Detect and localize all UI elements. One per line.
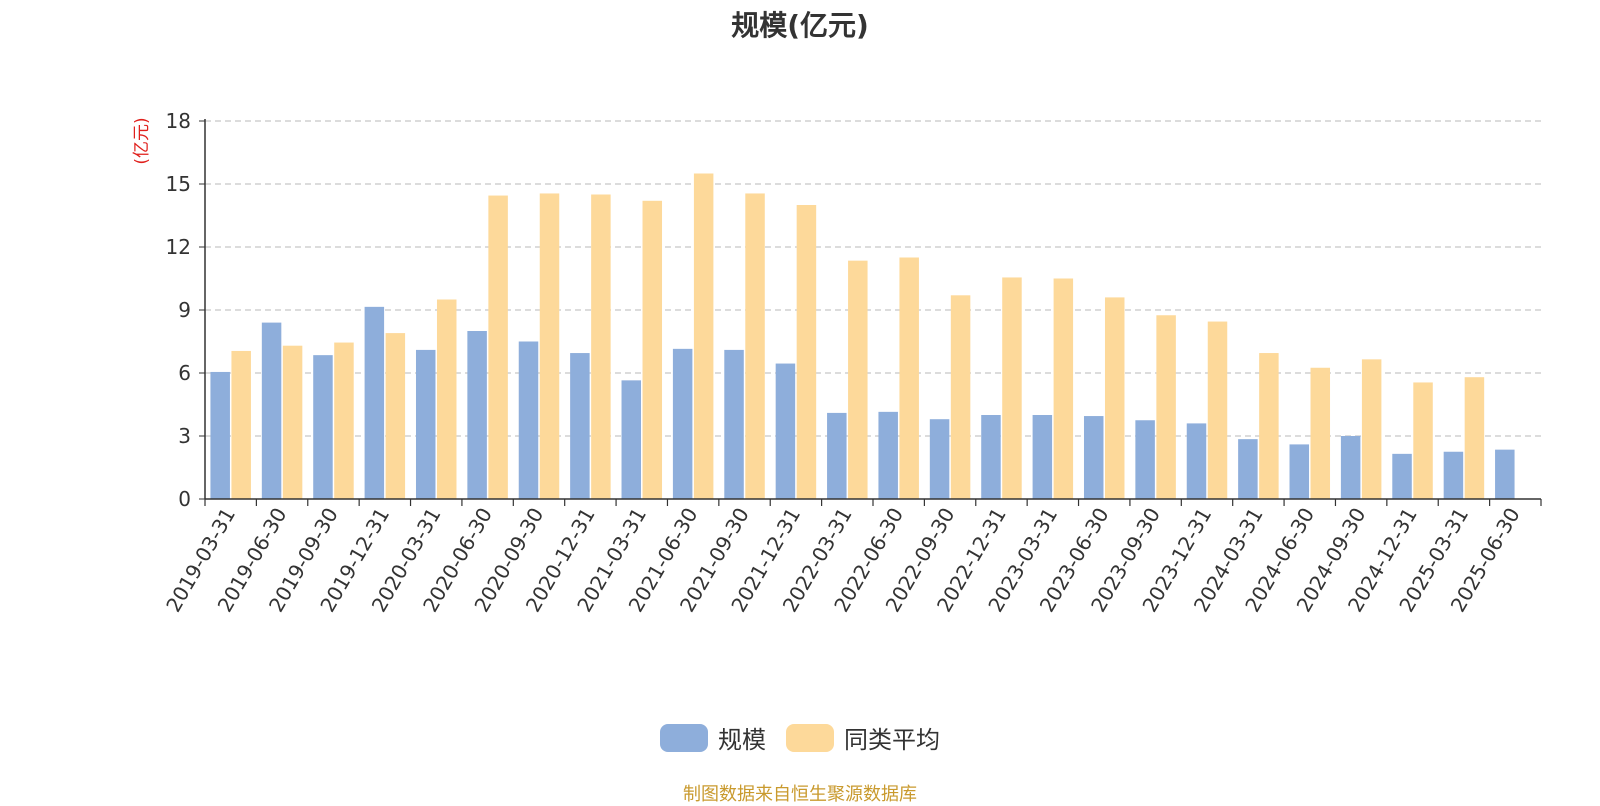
bar-scale[interactable] [1238,439,1258,499]
bar-peer-average[interactable] [1104,297,1125,499]
bars [210,173,1515,500]
y-tick-label: 9 [178,298,191,322]
bar-peer-average[interactable] [1413,382,1433,499]
bar-scale[interactable] [570,353,590,499]
bar-scale[interactable] [1186,423,1207,499]
bar-peer-average[interactable] [385,333,406,499]
bar-scale[interactable] [775,363,796,499]
source-note: 制图数据来自恒生聚源数据库 [683,784,917,805]
bar-peer-average[interactable] [642,200,663,500]
bar-scale[interactable] [210,371,230,499]
legend-swatch-scale [660,723,708,752]
bar-scale[interactable] [929,419,950,499]
bar-peer-average[interactable] [334,342,354,499]
bar-scale[interactable] [827,412,847,499]
bar-scale[interactable] [467,331,487,499]
legend-label-scale: 规模 [718,726,766,754]
bar-peer-average[interactable] [796,205,817,499]
legend-swatch-peer-average [786,723,834,752]
bar-peer-average[interactable] [282,345,303,499]
legend-item-scale[interactable]: 规模 [660,720,766,755]
bar-peer-average[interactable] [1207,321,1228,499]
bar-scale[interactable] [621,380,642,499]
bar-peer-average[interactable] [950,295,971,499]
bar-peer-average[interactable] [436,299,457,500]
bar-peer-average[interactable] [1053,278,1074,500]
bar-peer-average[interactable] [1259,353,1279,499]
y-tick-label: 15 [166,172,191,196]
bar-peer-average[interactable] [591,194,611,500]
bar-peer-average[interactable] [539,193,560,499]
y-tick-label: 3 [178,424,191,448]
bar-scale[interactable] [415,349,436,499]
bar-peer-average[interactable] [693,173,714,500]
bar-peer-average[interactable] [899,257,919,500]
bar-scale[interactable] [1289,444,1310,499]
legend: 规模 同类平均 [0,720,1600,755]
bar-scale[interactable] [1032,415,1053,499]
legend-label-peer-average: 同类平均 [844,726,940,754]
y-tick-label: 6 [178,361,191,385]
y-axis-unit-label: (亿元) [132,117,152,164]
bar-scale[interactable] [1340,436,1361,499]
bar-scale[interactable] [1392,453,1412,499]
bar-scale[interactable] [1495,449,1515,499]
bar-scale[interactable] [981,415,1001,499]
bar-peer-average[interactable] [488,195,508,500]
bar-scale[interactable] [1135,420,1155,499]
bar-peer-average[interactable] [848,260,868,499]
y-tick-label: 18 [166,109,191,133]
y-tick-labels: 0 3 6 9 12 15 18 [166,109,191,511]
bar-peer-average[interactable] [231,350,251,499]
bar-peer-average[interactable] [1156,315,1176,499]
bar-scale[interactable] [724,349,744,499]
bar-peer-average[interactable] [1310,367,1331,499]
bar-scale[interactable] [672,348,693,499]
chart-title: 规模(亿元) [731,9,869,42]
bar-peer-average[interactable] [1464,377,1485,499]
bar-peer-average[interactable] [1002,277,1022,499]
x-tick-labels: 2019-03-312019-06-302019-09-302019-12-31… [161,503,1525,616]
y-tick-label: 12 [166,235,191,259]
bar-peer-average[interactable] [1361,359,1382,499]
bar-scale[interactable] [878,411,898,499]
bar-scale[interactable] [1083,416,1104,499]
bar-scale[interactable] [261,322,282,499]
y-tick-label: 0 [178,487,191,511]
bar-peer-average[interactable] [745,193,765,499]
bar-scale[interactable] [518,341,539,500]
bar-scale[interactable] [364,306,385,499]
bar-scale[interactable] [1443,451,1464,499]
axes [204,119,1542,506]
bar-scale[interactable] [313,355,333,499]
legend-item-peer-average[interactable]: 同类平均 [786,720,940,755]
